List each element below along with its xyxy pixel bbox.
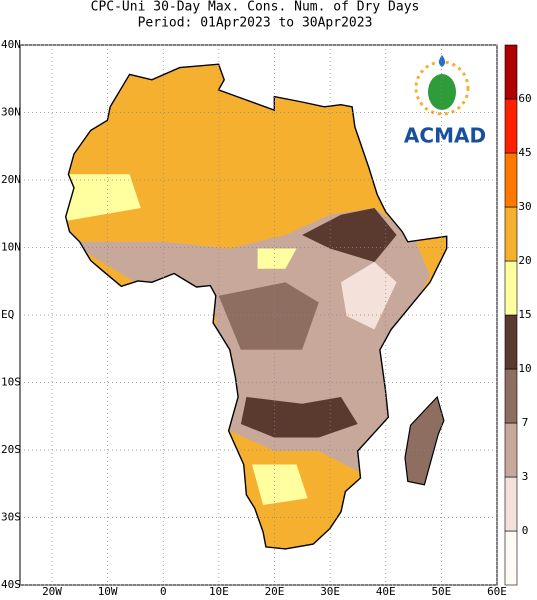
colorbar-segment bbox=[504, 206, 518, 262]
colorbar-segment bbox=[504, 314, 518, 370]
colorbar-segment bbox=[504, 422, 518, 478]
colorbar-label: 20 bbox=[518, 254, 531, 267]
lon-label: 50E bbox=[431, 585, 451, 598]
colorbar-label: 30 bbox=[518, 200, 531, 213]
colorbar: 0 3 7 10 15 20 30 45 60 bbox=[504, 44, 532, 586]
lat-label: 20S bbox=[1, 443, 21, 456]
lon-label: 0 bbox=[160, 585, 167, 598]
dry-days-region bbox=[240, 397, 358, 438]
colorbar-label: 3 bbox=[522, 470, 529, 483]
colorbar-segment bbox=[504, 260, 518, 316]
lon-label: 30E bbox=[320, 585, 340, 598]
dry-days-region bbox=[65, 174, 141, 222]
lat-label: 40N bbox=[1, 38, 21, 51]
dry-days-region bbox=[341, 262, 397, 330]
lon-label: 10W bbox=[98, 585, 118, 598]
lon-label: 60E bbox=[487, 585, 507, 598]
colorbar-segment bbox=[504, 98, 518, 154]
lat-label: 10N bbox=[1, 241, 21, 254]
colorbar-label: 10 bbox=[518, 362, 531, 375]
logo-drop bbox=[439, 55, 445, 67]
dry-days-region bbox=[257, 248, 297, 269]
dry-days-region bbox=[252, 464, 308, 505]
colorbar-label: 60 bbox=[518, 92, 531, 105]
logo-map bbox=[428, 74, 456, 110]
lat-label: 10S bbox=[1, 376, 21, 389]
lon-label: 40E bbox=[376, 585, 396, 598]
colorbar-segment bbox=[504, 152, 518, 208]
colorbar-segment bbox=[504, 368, 518, 424]
dry-days-region bbox=[218, 282, 319, 350]
colorbar-segment bbox=[504, 476, 518, 532]
logo: ACMAD bbox=[404, 55, 486, 148]
coastline bbox=[64, 63, 448, 550]
lon-label: 20W bbox=[42, 585, 62, 598]
madagascar bbox=[404, 395, 445, 486]
colorbar-label: 45 bbox=[518, 146, 531, 159]
title: CPC-Uni 30-Day Max. Cons. Num. of Dry Da… bbox=[91, 0, 420, 15]
colorbar-segment bbox=[504, 530, 518, 586]
lon-label: 20E bbox=[265, 585, 285, 598]
lat-label: EQ bbox=[1, 308, 14, 321]
colorbar-label: 0 bbox=[522, 524, 529, 537]
lon-label: 10E bbox=[209, 585, 229, 598]
lat-label: 30S bbox=[1, 511, 21, 524]
axes: 40N 30N 20N 10N EQ 10S 20S 30S 40S 20W 10W 0 10E 20E 3… bbox=[1, 38, 507, 598]
lat-label: 20N bbox=[1, 173, 21, 186]
colorbar-label: 15 bbox=[518, 308, 531, 321]
colorbar-label: 7 bbox=[522, 416, 529, 429]
dry-days-region bbox=[302, 208, 397, 262]
lat-label: 30N bbox=[1, 106, 21, 119]
colorbar-segment bbox=[504, 44, 518, 100]
logo-text: ACMAD bbox=[404, 124, 486, 148]
subtitle: Period: 01Apr2023 to 30Apr2023 bbox=[138, 16, 373, 31]
lat-label: 40S bbox=[1, 578, 21, 591]
